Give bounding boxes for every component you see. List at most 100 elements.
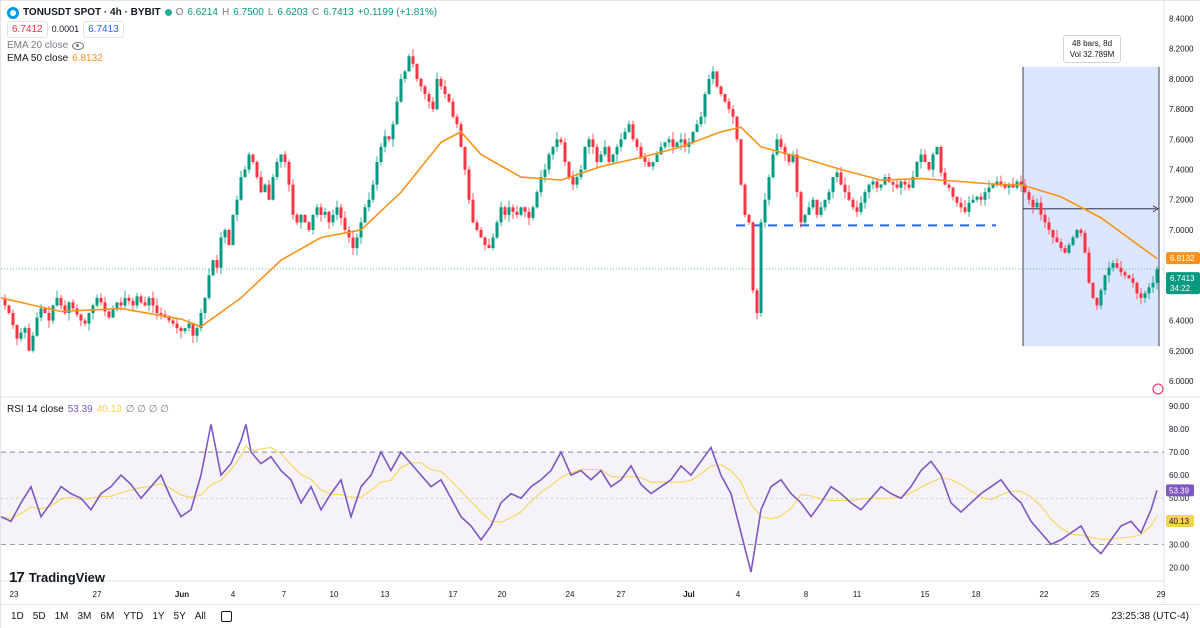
ohlc-l-label: L: [267, 7, 274, 18]
candle-body: [187, 323, 191, 329]
range-5y[interactable]: 5Y: [173, 611, 186, 622]
time-tick-label: Jul: [683, 590, 695, 599]
rsi-tick-label: 50.00: [1169, 494, 1190, 503]
candle-body: [475, 222, 479, 230]
range-5d[interactable]: 5D: [32, 611, 46, 622]
candle-body: [1035, 202, 1039, 208]
range-all[interactable]: All: [194, 611, 206, 622]
ema50-legend[interactable]: EMA 50 close 6.8132: [7, 52, 103, 65]
candle-body: [527, 211, 531, 218]
candle-body: [99, 297, 103, 303]
trade-buttons: 6.7412 0.0001 6.7413: [7, 21, 124, 38]
candle-body: [539, 177, 543, 193]
candle-body: [867, 184, 871, 193]
candle-body: [639, 146, 643, 158]
candle-body: [107, 311, 111, 318]
candle-body: [987, 187, 991, 193]
candle-body: [303, 214, 307, 223]
time-tick-label: 4: [736, 590, 741, 599]
candle-body: [1067, 245, 1071, 253]
range-1d[interactable]: 1D: [11, 611, 24, 622]
candle-body: [255, 161, 259, 178]
tradingview-mark-icon: 17: [9, 569, 25, 586]
candle-body: [1131, 278, 1135, 283]
candle-body: [995, 181, 999, 185]
candle-body: [1019, 181, 1023, 185]
candle-body: [515, 211, 519, 215]
candle-body: [999, 181, 1003, 185]
candle-body: [203, 297, 207, 314]
rsi-tick-label: 70.00: [1169, 448, 1190, 457]
time-tick-label: 25: [1091, 590, 1100, 599]
candle-body: [847, 192, 851, 200]
rsi-tick-label: 20.00: [1169, 563, 1190, 572]
rsi-tick-label: 90.00: [1169, 402, 1190, 411]
candle-body: [807, 207, 811, 215]
candle-body: [667, 139, 671, 143]
candle-body: [23, 328, 27, 333]
candle-body: [59, 297, 63, 306]
last-price-tag: 6.7413: [1170, 274, 1195, 283]
buy-price-button[interactable]: 6.7413: [83, 21, 124, 38]
candle-body: [551, 146, 555, 155]
ema20-legend[interactable]: EMA 20 close: [7, 39, 85, 52]
candle-body: [431, 101, 435, 110]
candle-body: [479, 229, 483, 238]
candle-body: [935, 146, 939, 155]
ohlc-c-label: C: [311, 7, 320, 18]
tradingview-name: TradingView: [28, 570, 106, 585]
candle-body: [43, 308, 47, 314]
candle-body: [71, 302, 75, 309]
candle-body: [523, 207, 527, 212]
candle-body: [1007, 184, 1011, 188]
candle-body: [739, 139, 743, 185]
candle-body: [819, 207, 823, 215]
candle-body: [35, 317, 39, 336]
candle-body: [131, 300, 135, 306]
symbol-title[interactable]: TONUSDT SPOT · 4h · BYBIT: [23, 7, 161, 18]
candle-body: [1083, 232, 1087, 253]
candle-body: [591, 139, 595, 147]
candle-body: [927, 161, 931, 170]
calendar-icon[interactable]: [220, 611, 232, 622]
candle-body: [839, 172, 843, 185]
range-1m[interactable]: 1M: [54, 611, 69, 622]
candle-body: [815, 199, 819, 215]
rsi-legend[interactable]: RSI 14 close 53.39 40.13 ∅ ∅ ∅ ∅: [7, 403, 169, 416]
price-tick-label: 7.2000: [1169, 196, 1194, 205]
candle-body: [911, 177, 915, 188]
candle-body: [403, 71, 407, 79]
ema50-price-tag-bg: [1166, 252, 1200, 265]
candle-body: [227, 229, 231, 246]
candle-body: [1155, 269, 1159, 283]
candle-body: [243, 169, 247, 178]
candle-body: [411, 56, 415, 64]
candle-body: [1143, 293, 1147, 298]
candle-body: [967, 202, 971, 212]
candle-body: [127, 297, 131, 301]
candle-body: [299, 214, 303, 223]
candle-body: [267, 184, 271, 200]
time-tick-label: 20: [498, 590, 507, 599]
candle-body: [983, 192, 987, 200]
rsi-ma-value-tag-bg: [1166, 515, 1194, 528]
sell-price-button[interactable]: 6.7412: [7, 21, 48, 38]
candle-body: [87, 313, 91, 324]
candle-body: [211, 260, 215, 276]
candle-body: [67, 302, 71, 314]
range-3m[interactable]: 3M: [77, 611, 92, 622]
range-6m[interactable]: 6M: [100, 611, 115, 622]
tradingview-logo[interactable]: 17 TradingView: [9, 569, 105, 586]
candle-body: [83, 320, 87, 324]
candle-body: [1111, 263, 1115, 268]
range-1y[interactable]: 1Y: [152, 611, 165, 622]
time-tick-label: 15: [921, 590, 930, 599]
candle-body: [863, 192, 867, 203]
range-ytd[interactable]: YTD: [123, 611, 144, 622]
candle-body: [627, 124, 631, 132]
candle-body: [947, 184, 951, 188]
candle-body: [675, 142, 679, 147]
time-tick-label: 18: [972, 590, 981, 599]
eye-hidden-icon[interactable]: [72, 41, 85, 50]
